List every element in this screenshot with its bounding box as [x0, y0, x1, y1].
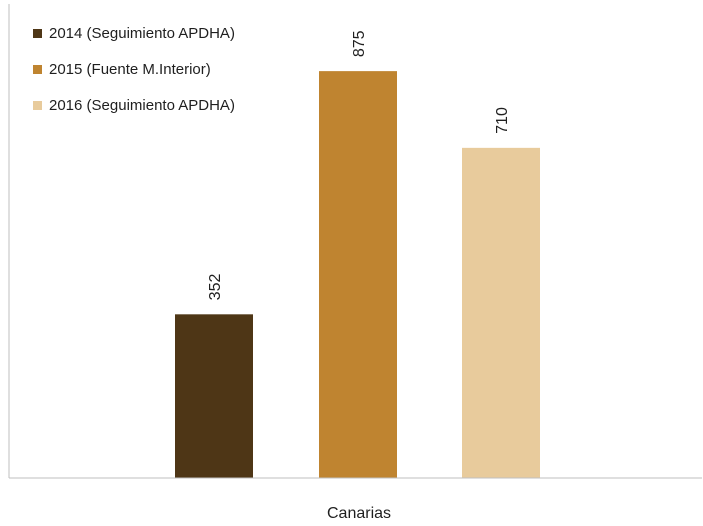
legend-swatch-2 — [33, 65, 42, 74]
legend-entry-3: 2016 (Seguimiento APDHA) — [49, 97, 235, 114]
category-label-1: Canarias — [327, 505, 391, 521]
legend: 2014 (Seguimiento APDHA) 2015 (Fuente M.I… — [33, 25, 235, 114]
category-labels: Canarias — [327, 505, 391, 522]
legend-swatch-3 — [33, 101, 42, 110]
bar-3 — [462, 147, 540, 478]
bar-1 — [175, 314, 253, 478]
bar-2 — [319, 71, 397, 478]
legend-swatch-1 — [33, 29, 42, 38]
data-labels: 352 875 710 — [207, 30, 511, 300]
data-label-3: 710 — [494, 107, 511, 134]
bars — [175, 71, 540, 478]
data-label-2: 875 — [351, 30, 368, 57]
data-label-1: 352 — [207, 274, 224, 301]
legend-entry-2: 2015 (Fuente M.Interior) — [49, 61, 211, 78]
axes — [8, 4, 702, 479]
legend-entry-1: 2014 (Seguimiento APDHA) — [49, 25, 235, 42]
